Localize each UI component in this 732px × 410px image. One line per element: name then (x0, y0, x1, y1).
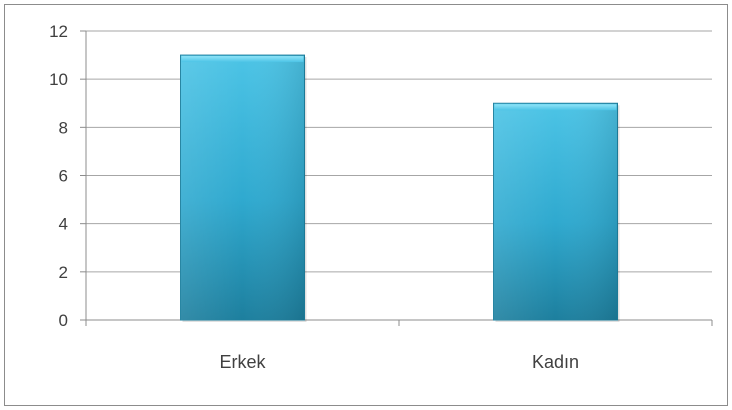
bar-highlight (494, 104, 617, 111)
bar-sheen (493, 103, 618, 320)
bar-highlight (181, 56, 304, 63)
y-tick-label: 8 (59, 118, 68, 137)
y-tick-label: 2 (59, 263, 68, 282)
y-tick-label: 4 (59, 215, 68, 234)
bar-kadın (493, 102, 620, 322)
axis-labels: 0 2 4 6 8 10 12 Erkek Kadın (49, 22, 579, 372)
y-tick-label: 10 (49, 70, 68, 89)
bar-erkek (180, 54, 307, 322)
y-tick-label: 0 (59, 311, 68, 330)
bars (180, 54, 620, 322)
x-category-label: Kadın (532, 352, 579, 372)
y-tick-label: 12 (49, 22, 68, 41)
bar-sheen (180, 55, 305, 320)
x-category-label: Erkek (219, 352, 266, 372)
y-tick-label: 6 (59, 167, 68, 186)
